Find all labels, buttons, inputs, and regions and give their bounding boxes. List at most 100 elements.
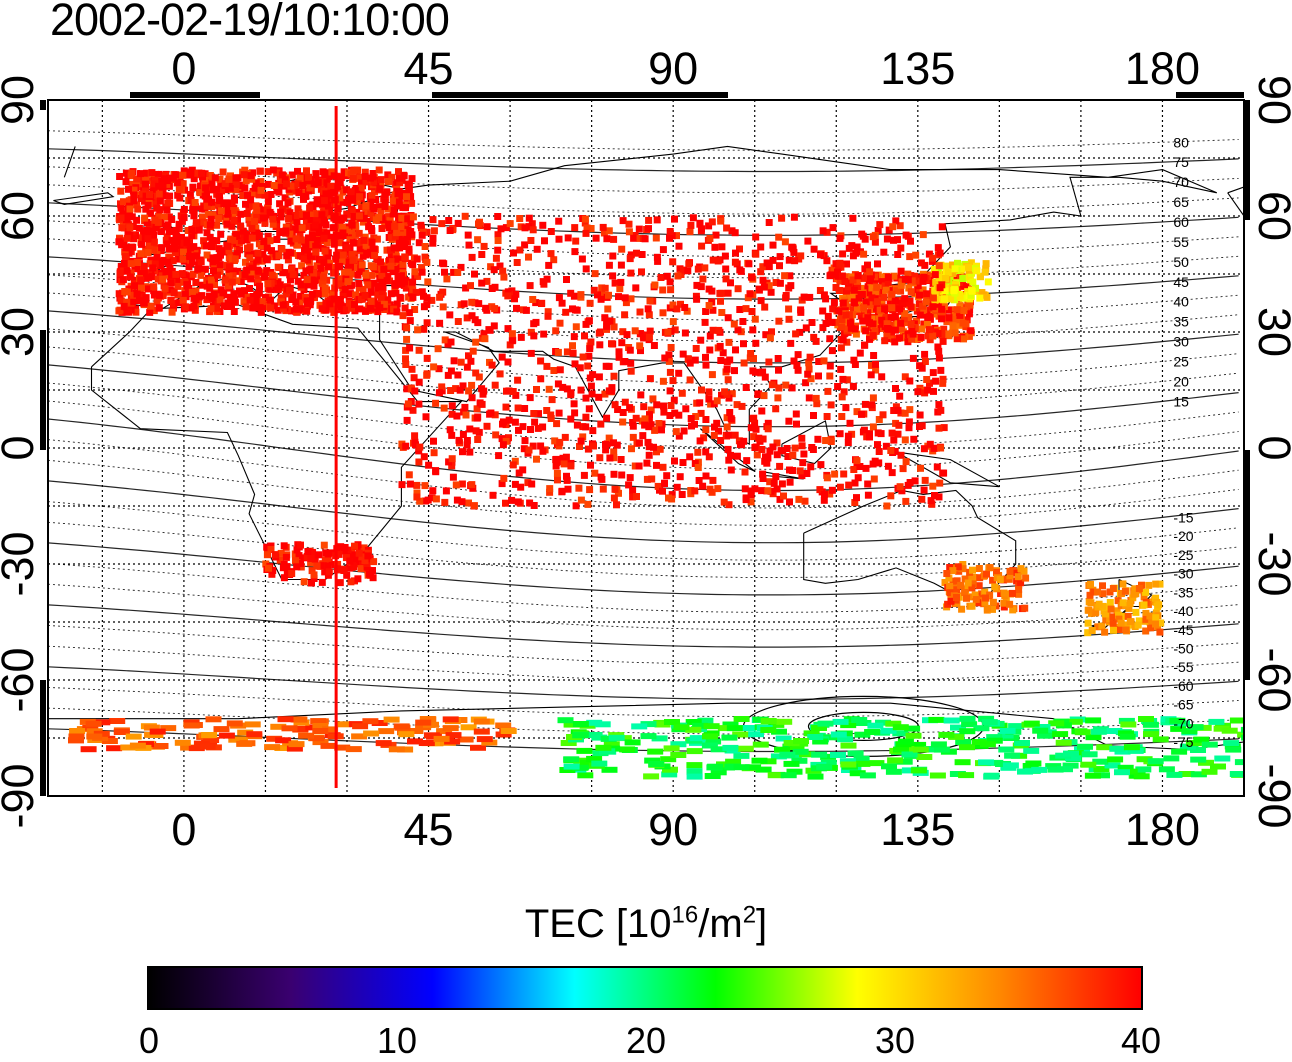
tec-point bbox=[295, 278, 302, 285]
tec-point bbox=[214, 305, 221, 312]
tec-point bbox=[248, 225, 255, 232]
tec-point bbox=[976, 295, 983, 302]
tec-point bbox=[370, 263, 377, 270]
tec-point bbox=[229, 237, 236, 244]
tec-point bbox=[164, 200, 171, 207]
tec-point bbox=[164, 206, 171, 213]
tec-point bbox=[244, 210, 251, 217]
tec-point bbox=[181, 214, 188, 221]
tec-point bbox=[283, 252, 290, 259]
tec-data-points bbox=[68, 166, 1292, 779]
tec-point bbox=[126, 224, 133, 231]
tec-point bbox=[395, 190, 402, 197]
tec-point bbox=[293, 218, 300, 225]
tec-point bbox=[342, 286, 349, 293]
tec-point bbox=[247, 243, 254, 250]
tec-point bbox=[368, 192, 375, 199]
tec-point bbox=[202, 193, 209, 200]
tec-point bbox=[167, 279, 174, 286]
tec-point bbox=[149, 264, 156, 271]
tec-point bbox=[127, 206, 134, 213]
tec-point bbox=[166, 193, 173, 200]
tec-point bbox=[145, 249, 152, 256]
tec-point bbox=[321, 197, 328, 204]
tec-point bbox=[159, 276, 166, 283]
tec-point bbox=[190, 243, 197, 250]
tec-point bbox=[965, 264, 972, 271]
tec-point bbox=[376, 282, 383, 289]
tec-point bbox=[355, 280, 362, 287]
tec-point bbox=[249, 235, 256, 242]
tec-point bbox=[167, 297, 174, 304]
tec-point bbox=[938, 315, 945, 322]
tec-point bbox=[257, 168, 264, 175]
tec-point bbox=[270, 167, 277, 174]
tec-point bbox=[172, 271, 179, 278]
tec-point bbox=[180, 256, 187, 263]
tec-point bbox=[155, 219, 162, 226]
tec-point bbox=[237, 223, 244, 230]
tec-point bbox=[150, 283, 157, 290]
tec-point bbox=[176, 221, 183, 228]
tec-point bbox=[388, 290, 395, 297]
tec-point bbox=[371, 252, 378, 259]
tec-point bbox=[145, 202, 152, 209]
tec-point bbox=[210, 255, 217, 262]
tec-point bbox=[299, 182, 306, 189]
tec-point bbox=[179, 270, 186, 277]
tec-point bbox=[275, 252, 282, 259]
tec-point bbox=[258, 187, 265, 194]
tec-point bbox=[271, 182, 278, 189]
tec-point bbox=[379, 225, 386, 232]
tec-point bbox=[267, 297, 274, 304]
tec-point bbox=[169, 309, 176, 316]
mlat-contour bbox=[48, 667, 1239, 700]
tec-point bbox=[267, 304, 274, 311]
mlat-contour bbox=[48, 481, 1239, 543]
tec-point bbox=[290, 271, 297, 278]
tec-point bbox=[259, 298, 266, 305]
tec-point bbox=[306, 205, 313, 212]
tec-point bbox=[237, 211, 244, 218]
tec-point bbox=[376, 304, 383, 311]
mlat-contour bbox=[48, 584, 1239, 630]
tec-point bbox=[283, 180, 290, 187]
tec-point bbox=[318, 211, 325, 218]
tec-point bbox=[164, 259, 171, 266]
tec-point bbox=[231, 308, 238, 315]
tec-point bbox=[203, 242, 210, 249]
tec-point bbox=[230, 207, 237, 214]
tec-point bbox=[134, 206, 141, 213]
tec-point bbox=[405, 181, 412, 188]
tec-point bbox=[985, 278, 992, 285]
tec-point bbox=[264, 280, 271, 287]
tec-point bbox=[295, 189, 302, 196]
tec-point bbox=[115, 238, 122, 245]
tec-point bbox=[285, 215, 292, 222]
tec-point bbox=[1281, 179, 1288, 186]
tec-point bbox=[165, 221, 172, 228]
tec-point bbox=[253, 298, 260, 305]
tec-point bbox=[314, 237, 321, 244]
tec-point bbox=[391, 244, 398, 251]
tec-point bbox=[267, 237, 274, 244]
tec-point bbox=[247, 172, 254, 179]
tec-point bbox=[269, 216, 276, 223]
tec-point bbox=[120, 198, 127, 205]
tec-point bbox=[229, 279, 236, 286]
tec-point bbox=[275, 189, 282, 196]
tec-point bbox=[251, 218, 258, 225]
tec-point bbox=[120, 276, 127, 283]
tec-point bbox=[208, 305, 215, 312]
tec-point bbox=[277, 209, 284, 216]
tec-point bbox=[942, 275, 949, 282]
tec-point bbox=[382, 199, 389, 206]
tec-point bbox=[137, 250, 144, 257]
tec-point bbox=[367, 175, 374, 182]
tec-point bbox=[191, 211, 198, 218]
tec-point bbox=[344, 244, 351, 251]
tec-point bbox=[312, 222, 319, 229]
tec-point bbox=[303, 167, 310, 174]
tec-point bbox=[208, 199, 215, 206]
tec-point bbox=[255, 257, 262, 264]
